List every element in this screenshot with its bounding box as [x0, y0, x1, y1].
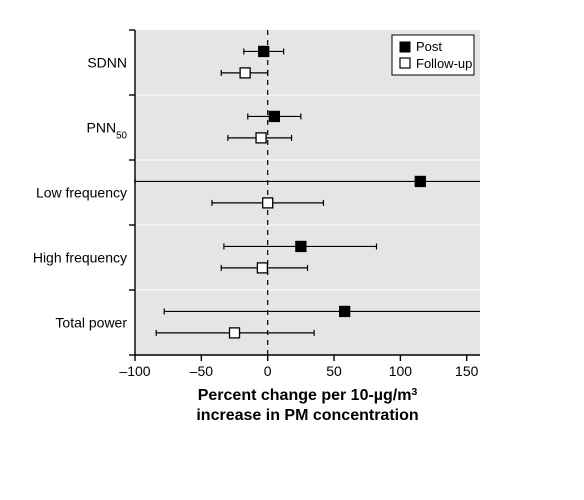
category-label: PNN50 — [87, 120, 128, 142]
forest-plot: SDNN PNN50 Low frequency High frequency Tota… — [0, 0, 584, 500]
marker-post — [259, 46, 269, 56]
marker-followup — [257, 263, 267, 273]
marker-post — [269, 111, 279, 121]
x-tick-label: 150 — [455, 363, 479, 379]
x-axis-title: Percent change per 10-µg/m3 — [198, 387, 418, 405]
x-axis-title: increase in PM concentration — [196, 407, 418, 424]
legend-marker-post — [400, 42, 410, 52]
marker-post — [340, 306, 350, 316]
x-tick-label: 0 — [264, 363, 272, 379]
marker-followup — [240, 68, 250, 78]
legend-label: Post — [416, 39, 442, 54]
x-tick-label: –50 — [190, 363, 214, 379]
x-tick-label: 100 — [389, 363, 413, 379]
plot-area — [135, 30, 480, 355]
x-tick-label: 50 — [326, 363, 342, 379]
marker-post — [296, 241, 306, 251]
category-label: Low frequency — [36, 185, 127, 201]
marker-followup — [256, 133, 266, 143]
marker-post — [415, 176, 425, 186]
marker-followup — [230, 328, 240, 338]
marker-followup — [263, 198, 273, 208]
category-label: SDNN — [87, 55, 127, 71]
category-label: Total power — [55, 315, 127, 331]
legend-marker-followup — [400, 58, 410, 68]
legend-label: Follow-up — [416, 56, 472, 71]
category-label: High frequency — [33, 250, 127, 266]
x-tick-label: –100 — [119, 363, 150, 379]
